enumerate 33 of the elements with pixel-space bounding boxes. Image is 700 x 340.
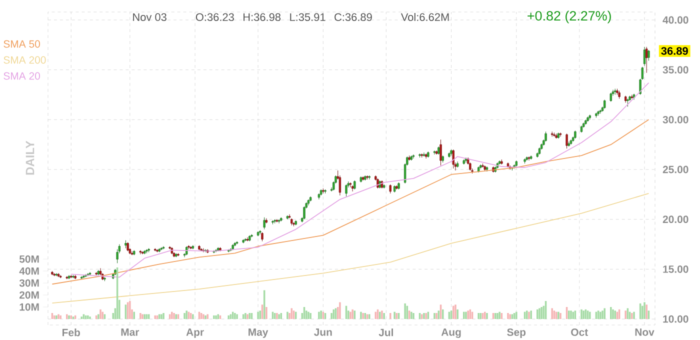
x-tick-label: Oct bbox=[571, 328, 588, 336]
x-tick-label: Feb bbox=[62, 328, 80, 336]
y-tick-label: 30.00 bbox=[662, 116, 688, 124]
y-tick-label: 40.00 bbox=[662, 16, 688, 24]
annotation: L:35.91 bbox=[290, 13, 326, 22]
x-tick-label: Jul bbox=[378, 328, 393, 336]
x-tick-label: Apr bbox=[186, 328, 204, 338]
annotation: O:36.23 bbox=[196, 13, 234, 22]
text: SMA 50 bbox=[4, 40, 40, 48]
x-tick-label: Mar bbox=[121, 328, 140, 336]
y2-tick-label: 30M bbox=[19, 279, 39, 287]
y2-tick-label: 20M bbox=[19, 291, 39, 299]
x-tick-label: Aug bbox=[441, 328, 461, 338]
y-tick-label: 10.00 bbox=[663, 315, 688, 323]
y-tick-label: 15.00 bbox=[663, 265, 688, 273]
x-tick-label: May bbox=[248, 328, 268, 338]
y-tick-label: 20.00 bbox=[662, 216, 688, 224]
text: SMA 200 bbox=[4, 56, 46, 64]
y2-tick-label: 50M bbox=[19, 255, 39, 263]
x-tick-label: Jun bbox=[314, 328, 332, 336]
x-tick-label: Nov bbox=[635, 328, 654, 336]
y-tick-label: 25.00 bbox=[662, 166, 688, 174]
annotation: 36.89 bbox=[661, 47, 688, 55]
annotation: H:36.98 bbox=[244, 13, 281, 22]
y2-tick-label: 10M bbox=[20, 303, 39, 311]
annotation: Nov 03 bbox=[133, 13, 166, 22]
x-tick-label: Sep bbox=[507, 328, 526, 338]
annotation: Vol:6.62M bbox=[400, 12, 449, 22]
text: SMA 20 bbox=[4, 72, 40, 80]
annotation: +0.82 (2.27%) bbox=[528, 10, 611, 24]
y2-tick-label: 40M bbox=[19, 267, 39, 275]
y-tick-label: 35.00 bbox=[662, 66, 688, 74]
annotation: C:36.89 bbox=[334, 13, 372, 22]
